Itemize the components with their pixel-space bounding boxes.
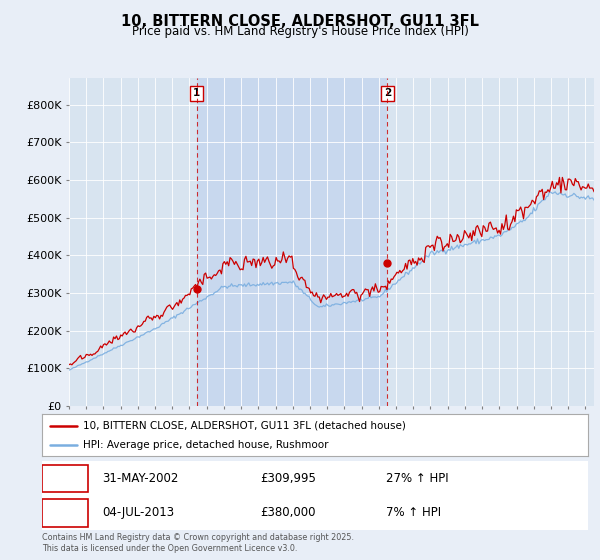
Text: 1: 1 (193, 88, 200, 98)
FancyBboxPatch shape (42, 500, 88, 526)
Text: 2: 2 (384, 88, 391, 98)
Text: £380,000: £380,000 (260, 506, 316, 520)
Text: 04-JUL-2013: 04-JUL-2013 (102, 506, 174, 520)
Text: 10, BITTERN CLOSE, ALDERSHOT, GU11 3FL: 10, BITTERN CLOSE, ALDERSHOT, GU11 3FL (121, 14, 479, 29)
Text: HPI: Average price, detached house, Rushmoor: HPI: Average price, detached house, Rush… (83, 440, 328, 450)
Text: 1: 1 (61, 472, 70, 485)
Text: £309,995: £309,995 (260, 472, 316, 485)
Text: Contains HM Land Registry data © Crown copyright and database right 2025.
This d: Contains HM Land Registry data © Crown c… (42, 533, 354, 553)
Text: 31-MAY-2002: 31-MAY-2002 (102, 472, 178, 485)
Text: 27% ↑ HPI: 27% ↑ HPI (386, 472, 449, 485)
Text: 2: 2 (61, 506, 70, 520)
Text: 10, BITTERN CLOSE, ALDERSHOT, GU11 3FL (detached house): 10, BITTERN CLOSE, ALDERSHOT, GU11 3FL (… (83, 421, 406, 431)
Bar (197, 78, 388, 406)
Text: 7% ↑ HPI: 7% ↑ HPI (386, 506, 441, 520)
Text: Price paid vs. HM Land Registry's House Price Index (HPI): Price paid vs. HM Land Registry's House … (131, 25, 469, 38)
FancyBboxPatch shape (42, 465, 88, 492)
